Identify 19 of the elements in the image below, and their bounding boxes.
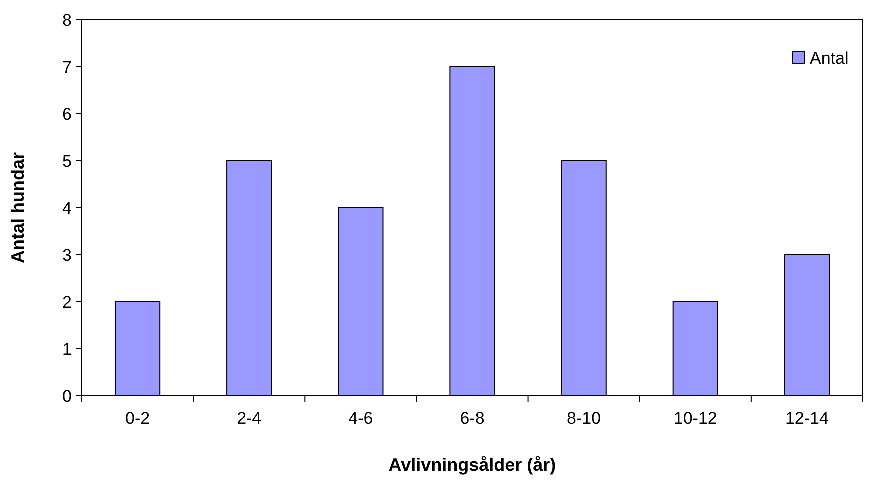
x-tick-label: 12-14 — [785, 409, 829, 428]
x-axis-title: Avlivningsålder (år) — [388, 455, 556, 475]
x-tick-label: 6-8 — [460, 409, 485, 428]
y-tick-label: 0 — [62, 386, 72, 406]
x-tick-label: 10-12 — [674, 409, 718, 428]
legend-label: Antal — [810, 48, 849, 68]
x-tick-label: 8-10 — [567, 409, 602, 428]
y-tick-label: 7 — [62, 58, 72, 77]
x-tick-label: 4-6 — [348, 409, 374, 428]
y-tick-label: 8 — [62, 10, 72, 30]
x-tick-label: 2-4 — [237, 409, 262, 428]
y-tick-label: 5 — [62, 152, 72, 171]
y-axis-title: Antal hundar — [8, 152, 28, 264]
y-tick-label: 2 — [62, 292, 72, 312]
x-tick-label: 0-2 — [125, 409, 150, 428]
y-tick-label: 3 — [62, 246, 72, 265]
y-tick-label: 1 — [62, 340, 72, 359]
y-tick-label: 4 — [62, 198, 72, 218]
y-tick-label: 6 — [62, 104, 72, 124]
